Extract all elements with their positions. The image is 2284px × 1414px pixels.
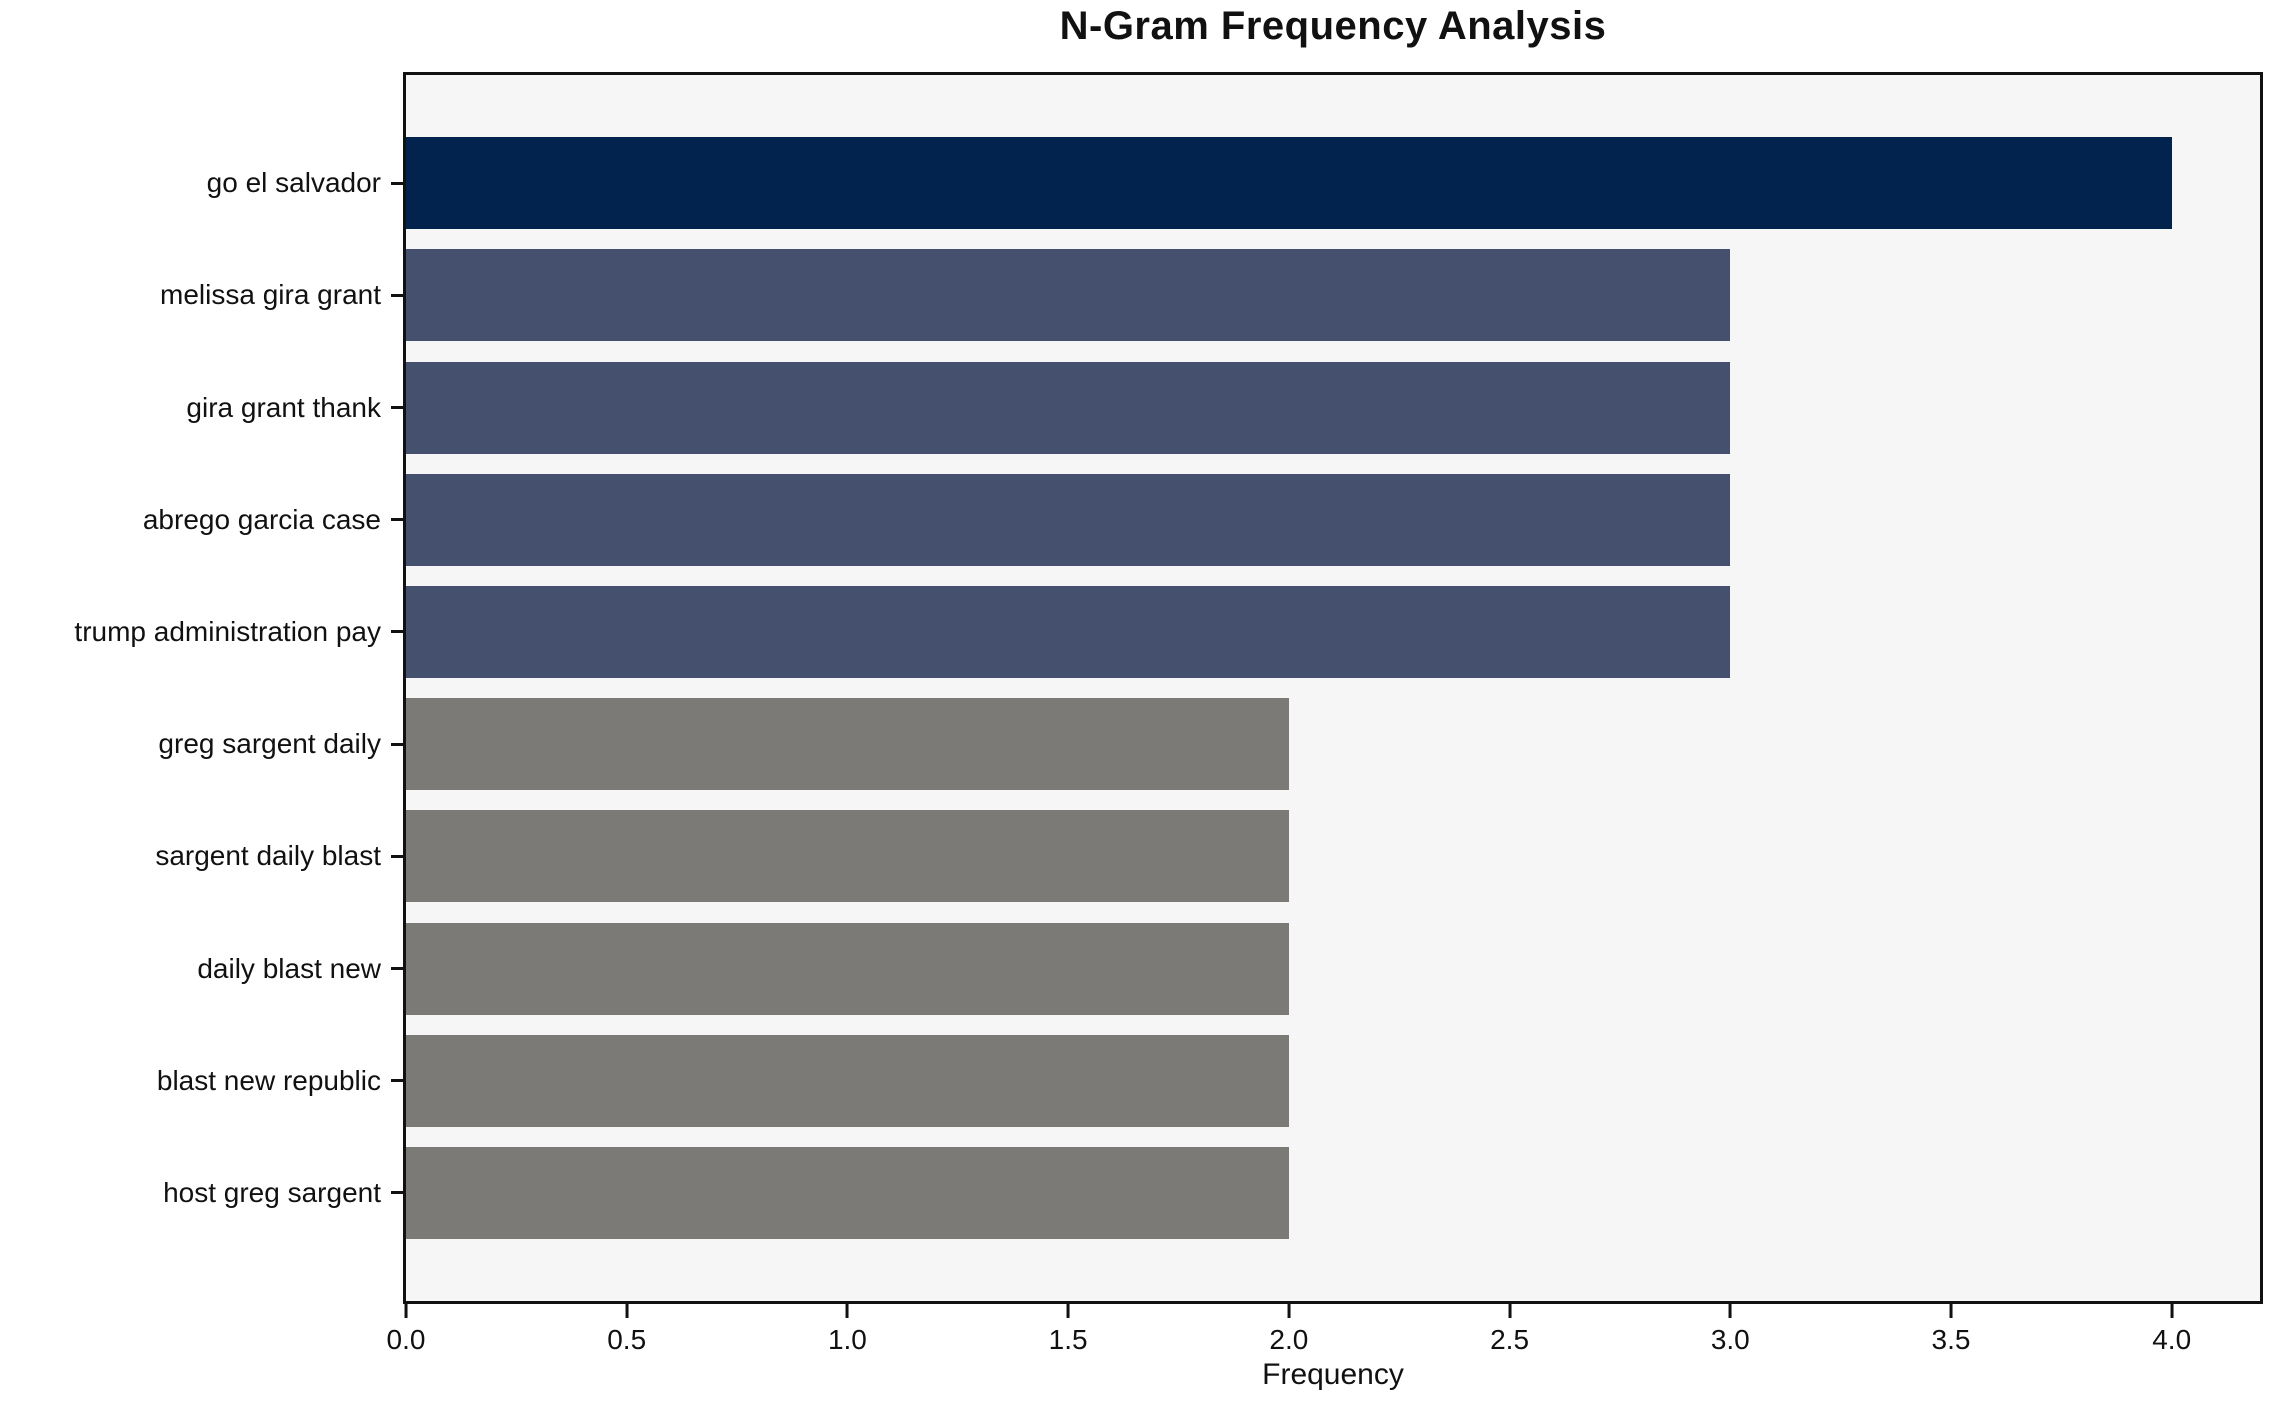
y-label-row: gira grant thank — [0, 351, 403, 463]
bar-blast-new-republic[interactable] — [406, 1034, 1289, 1127]
y-tick-label: daily blast new — [197, 952, 381, 984]
bar-gira-grant-thank[interactable] — [406, 361, 1731, 454]
x-tick-label: 1.5 — [1048, 1324, 1088, 1355]
bar-trump-administration-pay[interactable] — [406, 585, 1731, 678]
bar-row — [406, 127, 2260, 239]
x-tick-mark — [1287, 1304, 1291, 1318]
y-label-row: host greg sargent — [0, 1137, 403, 1249]
bar-row — [406, 576, 2260, 688]
y-tick-mark — [391, 293, 403, 297]
chart-title: N-Gram Frequency Analysis — [1059, 4, 1607, 48]
x-tick: 2.0 — [1269, 1304, 1308, 1356]
bar-row — [406, 351, 2260, 463]
bar-row — [406, 912, 2260, 1024]
y-tick-mark — [391, 742, 403, 746]
y-tick-mark — [391, 1191, 403, 1195]
bar-row — [406, 464, 2260, 576]
bar-row — [406, 800, 2260, 912]
y-tick-label: trump administration pay — [74, 615, 381, 647]
y-label-row: trump administration pay — [0, 576, 403, 688]
y-label-row: abrego garcia case — [0, 464, 403, 576]
bar-melissa-gira-grant[interactable] — [406, 249, 1731, 342]
x-tick: 3.0 — [1711, 1304, 1750, 1356]
x-tick-mark — [625, 1304, 629, 1318]
x-tick-label: 3.0 — [1710, 1324, 1750, 1355]
x-tick-mark — [404, 1304, 408, 1318]
y-tick-mark — [391, 967, 403, 971]
x-axis-ticks: 0.0 0.5 1.0 1.5 2.0 2.5 3.0 3.5 4.0 — [387, 1304, 2260, 1384]
bar-abrego-garcia-case[interactable] — [406, 473, 1731, 566]
x-tick: 0.0 — [386, 1304, 426, 1356]
x-tick-mark — [1949, 1304, 1953, 1318]
bar-row — [406, 688, 2260, 800]
x-tick-label: 1.0 — [827, 1324, 867, 1355]
y-tick-mark — [391, 1079, 403, 1083]
y-tick-mark — [391, 630, 403, 634]
x-tick-mark — [1728, 1304, 1732, 1318]
y-label-row: melissa gira grant — [0, 239, 403, 351]
x-tick: 2.5 — [1490, 1304, 1529, 1356]
y-tick-label: blast new republic — [156, 1064, 381, 1096]
y-tick-label: host greg sargent — [163, 1176, 381, 1208]
x-tick-mark — [1508, 1304, 1512, 1318]
y-label-row: sargent daily blast — [0, 800, 403, 912]
y-tick-mark — [391, 854, 403, 858]
plot-area — [403, 72, 2263, 1304]
y-label-row: daily blast new — [0, 912, 403, 1024]
bar-row — [406, 1025, 2260, 1137]
bar-daily-blast-new[interactable] — [406, 922, 1289, 1015]
x-tick-label: 0.5 — [607, 1324, 647, 1355]
y-tick-label: melissa gira grant — [160, 279, 381, 311]
bar-go-el-salvador[interactable] — [406, 137, 2172, 230]
x-tick-mark — [2170, 1304, 2174, 1318]
x-tick-label: 0.0 — [386, 1324, 426, 1355]
x-tick-label: 2.0 — [1269, 1324, 1309, 1355]
y-tick-mark — [391, 181, 403, 185]
y-label-row: go el salvador — [0, 127, 403, 239]
y-tick-mark — [391, 406, 403, 409]
x-tick: 4.0 — [2152, 1304, 2191, 1356]
bars — [406, 75, 2260, 1301]
y-tick-label: go el salvador — [206, 167, 381, 199]
bar-row — [406, 239, 2260, 351]
bar-row — [406, 1137, 2260, 1249]
bar-sargent-daily-blast[interactable] — [406, 810, 1289, 903]
x-tick-label: 3.5 — [1931, 1324, 1971, 1355]
x-tick: 1.0 — [828, 1304, 867, 1356]
x-tick-mark — [1066, 1304, 1070, 1318]
bar-host-greg-sargent[interactable] — [406, 1146, 1289, 1239]
y-tick-label: gira grant thank — [186, 391, 381, 423]
x-tick: 3.5 — [1931, 1304, 1971, 1356]
y-tick-mark — [391, 518, 403, 522]
x-tick: 0.5 — [607, 1304, 646, 1356]
y-tick-label: sargent daily blast — [155, 840, 381, 872]
y-tick-label: greg sargent daily — [158, 728, 381, 760]
y-axis-labels: go el salvador melissa gira grant gira gra… — [0, 75, 403, 1301]
bar-greg-sargent-daily[interactable] — [406, 698, 1289, 791]
y-label-row: blast new republic — [0, 1025, 403, 1137]
y-label-row: greg sargent daily — [0, 688, 403, 800]
y-tick-label: abrego garcia case — [142, 503, 381, 535]
x-tick: 1.5 — [1049, 1304, 1088, 1356]
x-tick-label: 2.5 — [1490, 1324, 1530, 1355]
x-axis-title: Frequency — [1262, 1358, 1404, 1391]
x-tick-mark — [845, 1304, 849, 1318]
x-tick-label: 4.0 — [2152, 1324, 2192, 1355]
